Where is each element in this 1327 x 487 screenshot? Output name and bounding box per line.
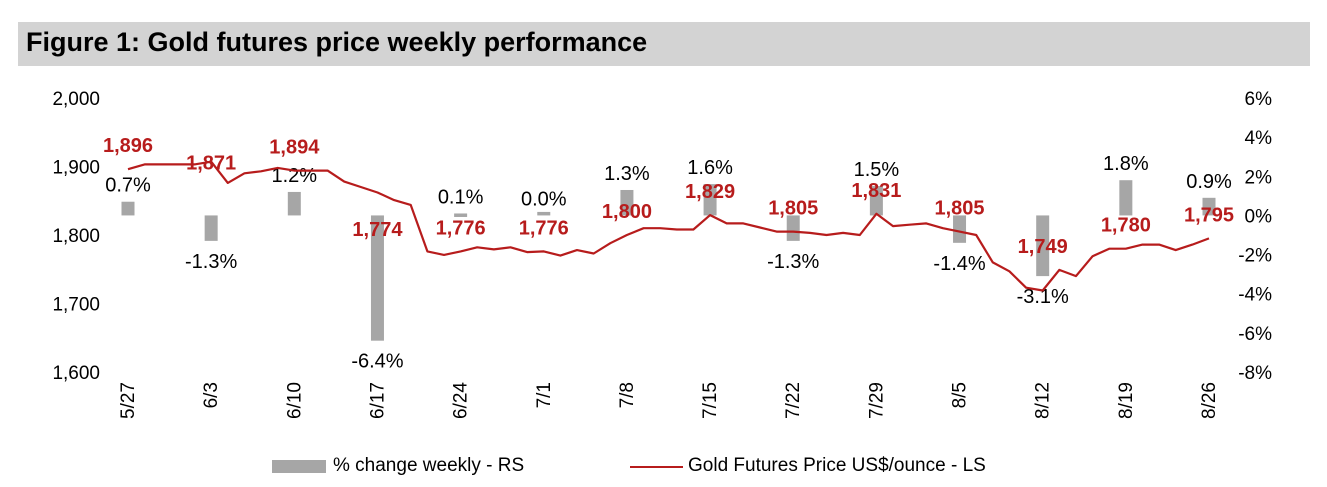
price-data-label: 1,896: [103, 135, 153, 157]
bar: [786, 215, 800, 241]
bar-data-label: 1.5%: [854, 159, 900, 181]
x-axis-tick-label: 7/22: [783, 382, 804, 419]
price-data-label: 1,805: [768, 198, 818, 220]
x-axis-tick-label: 7/29: [866, 382, 887, 419]
legend-bar-swatch: [272, 460, 326, 473]
price-data-label: 1,749: [1018, 236, 1068, 258]
bar: [454, 213, 468, 217]
left-axis-tick-label: 2,000: [52, 89, 100, 110]
bar: [204, 215, 218, 241]
bar-data-label: -1.4%: [933, 253, 985, 275]
bar: [537, 211, 551, 216]
bar-data-label: 0.0%: [521, 188, 567, 210]
bar-data-label: 0.7%: [105, 175, 151, 197]
price-data-label: 1,776: [519, 217, 569, 239]
x-axis-tick-label: 7/1: [534, 382, 555, 408]
price-data-label: 1,894: [269, 137, 320, 159]
price-data-label: 1,805: [935, 198, 985, 220]
bar-data-label: -3.1%: [1017, 286, 1069, 308]
legend-line-label: Gold Futures Price US$/ounce - LS: [688, 455, 986, 476]
bar: [1119, 180, 1133, 216]
right-axis-tick-label: -2%: [1238, 246, 1272, 267]
price-data-label: 1,780: [1101, 215, 1151, 237]
bar: [620, 189, 634, 216]
price-data-label: 1,829: [685, 181, 735, 203]
price-data-label: 1,776: [436, 217, 486, 239]
bar-data-label: -1.3%: [185, 251, 237, 273]
bar: [703, 184, 717, 216]
right-axis-tick-label: -4%: [1238, 285, 1272, 306]
left-axis-tick-label: 1,800: [52, 226, 100, 247]
bar-data-label: -1.3%: [767, 251, 819, 273]
left-axis-tick-label: 1,900: [52, 158, 100, 179]
left-axis-tick-label: 1,600: [52, 363, 100, 384]
price-data-label: 1,774: [352, 219, 403, 241]
right-axis-tick-label: 4%: [1245, 128, 1273, 149]
x-axis-tick-label: 8/26: [1199, 382, 1220, 419]
price-line: [127, 160, 1210, 292]
right-axis-tick-label: 2%: [1245, 167, 1273, 188]
left-axis-tick-label: 1,700: [52, 295, 100, 316]
bar: [287, 191, 301, 216]
x-axis-tick-label: 7/15: [700, 382, 721, 419]
bar-data-label: -6.4%: [351, 351, 403, 373]
bar-data-label: 0.1%: [438, 186, 484, 208]
right-axis-tick-label: -8%: [1238, 363, 1272, 384]
x-axis-tick-label: 6/3: [201, 382, 222, 408]
x-axis-tick-label: 8/19: [1116, 382, 1137, 419]
bar-data-label: 1.8%: [1103, 153, 1149, 175]
x-axis-tick-label: 5/27: [118, 382, 139, 419]
bar-data-label: 1.6%: [687, 157, 733, 179]
legend-bar-label: % change weekly - RS: [333, 455, 525, 476]
right-axis-tick-label: 6%: [1245, 89, 1273, 110]
price-data-label: 1,800: [602, 201, 652, 223]
price-data-label: 1,871: [186, 152, 236, 174]
bar: [1202, 197, 1216, 216]
right-axis-tick-label: 0%: [1245, 206, 1273, 227]
title-bar: Figure 1: Gold futures price weekly perf…: [18, 22, 1310, 66]
x-axis-tick-label: 8/5: [950, 382, 971, 408]
legend-line-swatch: [630, 466, 683, 468]
bar: [370, 215, 384, 341]
chart-title: Figure 1: Gold futures price weekly perf…: [26, 27, 648, 57]
price-data-label: 1,795: [1184, 204, 1234, 226]
bar-data-label: 1.3%: [604, 163, 650, 185]
bar: [869, 186, 883, 216]
bar: [1036, 215, 1050, 277]
bar-data-label: 0.9%: [1186, 171, 1232, 193]
right-axis-tick-label: -6%: [1238, 324, 1272, 345]
x-axis-tick-label: 6/10: [284, 382, 305, 419]
x-axis-tick-label: 6/24: [451, 382, 472, 419]
bar: [121, 201, 135, 216]
x-axis-tick-label: 8/12: [1033, 382, 1054, 419]
price-data-label: 1,831: [851, 180, 901, 202]
x-axis-tick-label: 7/8: [617, 382, 638, 408]
x-axis-tick-label: 6/17: [367, 382, 388, 419]
bar: [953, 215, 967, 243]
